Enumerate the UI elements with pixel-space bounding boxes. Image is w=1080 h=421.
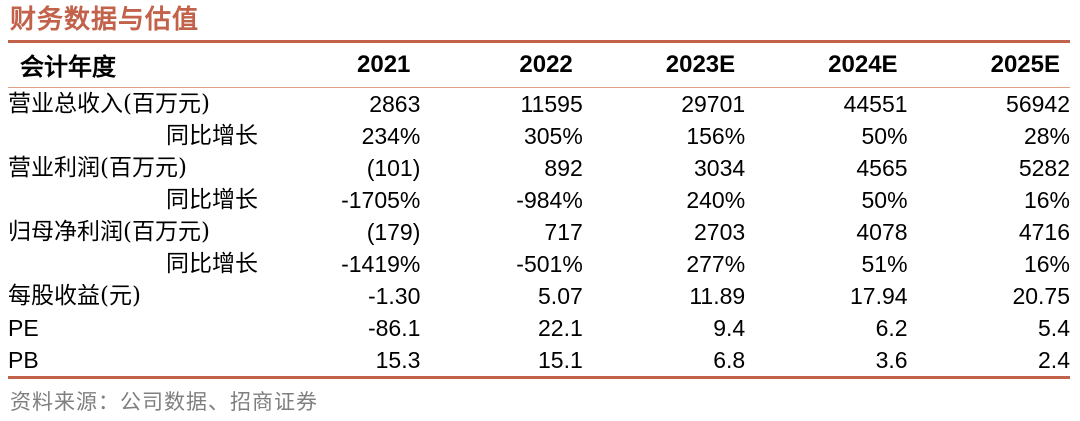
cell-value: 4716 [1018, 218, 1070, 245]
cell-value: (179) [366, 218, 421, 245]
cell-value: 2.4 [1038, 346, 1070, 373]
table-row-total-revenue: 营业总收入(百万元) 2863 11595 29701 44551 56942 [8, 87, 1070, 120]
cell-value: (101) [366, 154, 421, 181]
cell-value: 3034 [694, 154, 746, 181]
header-year-2024e: 2024E [745, 43, 908, 88]
cell-value: 50% [861, 122, 908, 149]
table-row-operating-profit-yoy-growth: 同比增长 -1705% -984% 240% 50% 16% [8, 184, 1070, 216]
financial-data-table: 会计年度 2021 2022 2023E 2024E 2025E 营业总收入(百… [8, 43, 1070, 379]
section-title: 财务数据与估值 [8, 2, 1070, 43]
cell-value: 2703 [694, 218, 746, 245]
cell-value: 305% [523, 122, 583, 149]
cell-value: 240% [686, 186, 746, 213]
row-label: 营业利润(百万元) [8, 154, 187, 181]
cell-value: -86.1 [367, 314, 421, 341]
cell-value: 22.1 [538, 314, 583, 341]
row-label: 同比增长 [166, 122, 258, 149]
table-row-pe: PE -86.1 22.1 9.4 6.2 5.4 [8, 312, 1070, 344]
cell-value: 6.8 [713, 346, 746, 373]
cell-value: -501% [516, 250, 583, 277]
table-row-net-profit-yoy-growth: 同比增长 -1419% -501% 277% 51% 16% [8, 248, 1070, 280]
row-label: PB [8, 346, 39, 373]
cell-value: 15.1 [538, 346, 583, 373]
table-header-row: 会计年度 2021 2022 2023E 2024E 2025E [8, 43, 1070, 88]
cell-value: -1419% [341, 250, 421, 277]
cell-value: 56942 [1006, 90, 1070, 117]
cell-value: 277% [686, 250, 746, 277]
table-row-net-profit: 归母净利润(百万元) (179) 717 2703 4078 4716 [8, 216, 1070, 248]
row-label: 归母净利润(百万元) [8, 218, 210, 245]
cell-value: 717 [544, 218, 583, 245]
cell-value: 4078 [856, 218, 908, 245]
header-year-2025e: 2025E [907, 43, 1070, 88]
cell-value: 5.4 [1038, 314, 1070, 341]
row-label: 同比增长 [166, 186, 258, 213]
cell-value: 2863 [369, 90, 421, 117]
cell-value: 20.75 [1012, 282, 1070, 309]
row-label: 营业总收入(百万元) [8, 90, 210, 117]
table-row-pb: PB 15.3 15.1 6.8 3.6 2.4 [8, 344, 1070, 378]
row-label: PE [8, 314, 39, 341]
cell-value: -1.30 [367, 282, 421, 309]
cell-value: 5.07 [538, 282, 583, 309]
cell-value: 16% [1023, 250, 1070, 277]
cell-value: 3.6 [875, 346, 908, 373]
cell-value: 156% [686, 122, 746, 149]
data-source-note: 资料来源：公司数据、招商证券 [10, 389, 318, 414]
cell-value: 892 [544, 154, 583, 181]
cell-value: -1705% [341, 186, 421, 213]
table-row-operating-profit: 营业利润(百万元) (101) 892 3034 4565 5282 [8, 152, 1070, 184]
cell-value: 28% [1023, 122, 1070, 149]
cell-value: 50% [861, 186, 908, 213]
header-year-2023e: 2023E [582, 43, 746, 88]
row-label: 同比增长 [166, 250, 258, 277]
cell-value: 16% [1023, 186, 1070, 213]
cell-value: 6.2 [875, 314, 908, 341]
cell-value: 17.94 [850, 282, 908, 309]
cell-value: 9.4 [713, 314, 746, 341]
cell-value: 29701 [681, 90, 746, 117]
header-fiscal-year: 会计年度 [8, 43, 258, 88]
table-row-eps: 每股收益(元) -1.30 5.07 11.89 17.94 20.75 [8, 280, 1070, 312]
cell-value: 11.89 [689, 282, 746, 309]
cell-value: 51% [861, 250, 908, 277]
cell-value: 11595 [520, 90, 583, 117]
cell-value: 15.3 [375, 346, 421, 373]
cell-value: 234% [361, 122, 421, 149]
header-year-2022: 2022 [420, 43, 583, 88]
row-label: 每股收益(元) [8, 282, 141, 309]
cell-value: -984% [516, 186, 583, 213]
header-year-2021: 2021 [258, 43, 421, 88]
cell-value: 44551 [843, 90, 908, 117]
cell-value: 5282 [1018, 154, 1070, 181]
cell-value: 4565 [856, 154, 908, 181]
table-row-revenue-yoy-growth: 同比增长 234% 305% 156% 50% 28% [8, 120, 1070, 152]
